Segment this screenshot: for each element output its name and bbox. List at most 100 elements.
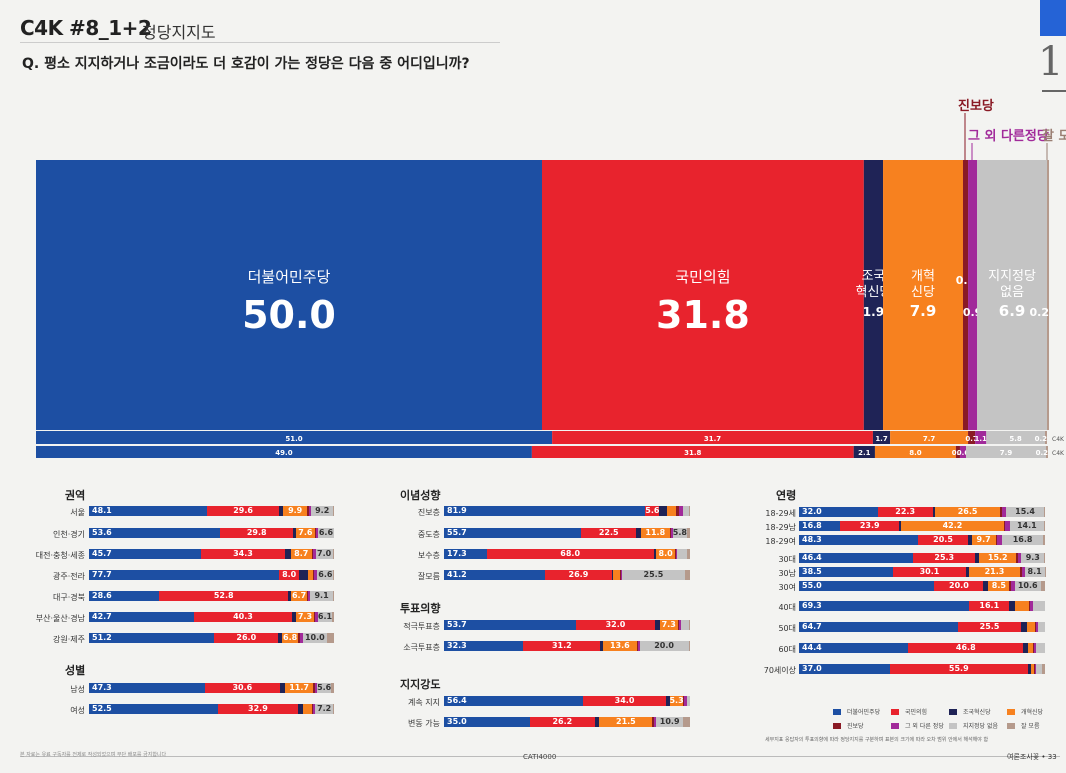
panel-1-seg-1-1: 32.9 bbox=[217, 704, 299, 714]
panel-2-seg-1-6: 5.8 bbox=[672, 528, 687, 538]
panel-2-seg-0-6 bbox=[682, 506, 690, 516]
panel-5-val-3-0: 46.4 bbox=[802, 553, 822, 562]
panel-5-val-0-3: 26.5 bbox=[957, 507, 978, 516]
panel-3-row-label-1: 소극투표층 bbox=[403, 643, 440, 652]
panel-4-seg-0-5 bbox=[684, 696, 687, 706]
panel-2-row-bar-0: 81.9 5.6 bbox=[444, 506, 690, 516]
legend-swatch-7 bbox=[1007, 722, 1015, 729]
panel-0-seg-0-0: 48.1 bbox=[89, 506, 207, 516]
panel-3-row-bar-0: 53.7 32.0 7.3 bbox=[444, 620, 690, 630]
main-series-value-3: 7.9 bbox=[910, 302, 937, 320]
panel-5-seg-3-5 bbox=[1018, 553, 1022, 563]
panel-0-val-1-0: 53.6 bbox=[92, 528, 112, 537]
panel-5-seg-2-0: 48.3 bbox=[799, 535, 918, 545]
panel-0-seg-2-6: 7.0 bbox=[315, 549, 333, 559]
panel-5-seg-3-6: 9.3 bbox=[1021, 553, 1045, 563]
panel-5-val-3-1: 25.3 bbox=[934, 553, 955, 562]
panel-4-seg-0-4 bbox=[683, 696, 685, 706]
panel-0-seg-2-3: 8.7 bbox=[290, 549, 312, 559]
panel-5-seg-5-0: 55.0 bbox=[799, 581, 935, 591]
panel-0-row-bar-3: 77.7 8.0 6.6 bbox=[89, 570, 334, 580]
panel-5-seg-3-4 bbox=[1016, 553, 1019, 563]
panel-0-seg-3-6: 6.6 bbox=[317, 570, 334, 580]
panel-3-val-0-3: 7.3 bbox=[661, 620, 676, 629]
panel-5-val-9-0: 37.0 bbox=[802, 664, 822, 673]
panel-2-val-2-0: 17.3 bbox=[447, 549, 467, 558]
main-bar-seg-r0-s1 bbox=[542, 160, 864, 430]
panel-0-seg-3-4 bbox=[313, 570, 315, 580]
panel-5-seg-1-3: 42.2 bbox=[900, 521, 1005, 531]
panel-2-seg-2-1: 68.0 bbox=[486, 549, 654, 559]
legend-label-7: 잘 모름 bbox=[1021, 723, 1040, 730]
main-bar-seg-r1-s6 bbox=[986, 431, 1045, 444]
panel-2-val-2-1: 68.0 bbox=[560, 549, 581, 558]
panel-5-val-4-3: 21.3 bbox=[984, 567, 1005, 576]
main-series-name-1: 국민의힘 bbox=[675, 268, 730, 286]
panel-2-val-0-1: 5.6 bbox=[645, 506, 660, 515]
panel-0-seg-4-1: 52.8 bbox=[159, 591, 289, 601]
panel-0-seg-5-2 bbox=[292, 612, 297, 622]
panel-0-row-label-5: 부산·울산·경남 bbox=[35, 614, 85, 623]
panel-5-row-label-8: 60대 bbox=[778, 645, 796, 654]
main-bar-seg-r0-s2 bbox=[863, 160, 884, 430]
panel-4-row-label-0: 계속 지지 bbox=[408, 698, 440, 707]
main-bar-seg-r0-s6 bbox=[977, 160, 1047, 430]
panel-0-seg-1-1: 29.8 bbox=[220, 528, 294, 538]
panel-0-seg-5-5 bbox=[315, 612, 318, 622]
panel-4-val-0-3: 5.3 bbox=[669, 696, 684, 705]
panel-2-seg-1-1: 22.5 bbox=[581, 528, 637, 538]
footer-page-label: 여론조사꽃 • 33 bbox=[1007, 753, 1057, 761]
panel-5-row-label-9: 70세이상 bbox=[763, 666, 796, 675]
panel-0-seg-6-1: 26.0 bbox=[214, 633, 279, 643]
panel-1-seg-0-4 bbox=[313, 683, 315, 693]
panel-0-val-3-0: 77.7 bbox=[92, 570, 112, 579]
panel-2-seg-3-7 bbox=[684, 570, 690, 580]
main-series-name-3-line1: 신당 bbox=[911, 285, 935, 300]
panel-4-seg-0-2 bbox=[666, 696, 671, 706]
legend-item-5: 그 외 다른 정당 bbox=[891, 721, 944, 730]
trend-value-r2-s2: 2.1 bbox=[858, 449, 871, 457]
panel-0-row-label-0: 서울 bbox=[70, 508, 85, 517]
panel-5-seg-8-1: 46.8 bbox=[908, 643, 1024, 653]
main-bar-seg-r1-s0 bbox=[36, 431, 553, 444]
panel-5-val-0-0: 32.0 bbox=[802, 507, 822, 516]
panel-0-val-6-3: 6.8 bbox=[283, 633, 298, 642]
trend-value-r1-s5: 1.1 bbox=[974, 435, 987, 443]
panel-0-seg-2-5 bbox=[313, 549, 316, 559]
panel-5-seg-4-1: 30.1 bbox=[892, 567, 967, 577]
panel-2-seg-0-1: 5.6 bbox=[645, 506, 659, 516]
panel-1-seg-0-5 bbox=[314, 683, 318, 693]
panel-4-seg-1-1: 26.2 bbox=[530, 717, 595, 727]
panel-5-seg-1-6: 14.1 bbox=[1009, 521, 1045, 531]
panel-5-seg-6-4 bbox=[1028, 601, 1031, 611]
panel-0-seg-0-2 bbox=[279, 506, 284, 516]
panel-title-2: 이념성향 bbox=[400, 489, 441, 502]
panel-4-val-0-0: 56.4 bbox=[447, 696, 467, 705]
panel-5-row-bar-7: 64.7 25.5 bbox=[799, 622, 1045, 632]
panel-5-seg-7-2 bbox=[1020, 622, 1028, 632]
main-series-name-3-line0: 개혁 bbox=[911, 269, 935, 284]
panel-1-val-1-0: 52.5 bbox=[92, 704, 112, 713]
panel-0-val-1-6: 6.6 bbox=[318, 528, 334, 537]
panel-1-seg-0-6: 5.6 bbox=[317, 683, 331, 693]
panel-4-seg-1-6: 10.9 bbox=[656, 717, 684, 727]
panel-0-seg-0-3: 9.9 bbox=[283, 506, 308, 516]
main-bar-seg-r1-s5 bbox=[975, 431, 987, 444]
panel-5-row-label-5: 30여 bbox=[778, 583, 796, 592]
panel-1-seg-1-7 bbox=[332, 704, 334, 714]
panel-5-row-bar-5: 55.0 20.0 8.5 10.6 bbox=[799, 581, 1045, 591]
panel-2-val-1-3: 11.8 bbox=[645, 528, 666, 537]
panel-0-seg-1-5 bbox=[315, 528, 318, 538]
panel-4-val-1-6: 10.9 bbox=[659, 717, 680, 726]
main-series-name-2-line0: 조국 bbox=[861, 269, 885, 284]
legend-item-4: 진보당 bbox=[833, 721, 864, 730]
panel-3-row-bar-1: 32.3 31.2 13.6 20.0 bbox=[444, 641, 690, 651]
panel-5-seg-8-4 bbox=[1032, 643, 1035, 653]
legend-swatch-4 bbox=[833, 722, 841, 729]
trend-value-r1-s4: 0.7 bbox=[965, 435, 978, 443]
panel-1-seg-0-2 bbox=[279, 683, 285, 693]
panel-4-seg-0-6 bbox=[686, 696, 690, 706]
panel-5-seg-3-0: 46.4 bbox=[799, 553, 914, 563]
panel-2-seg-0-3 bbox=[667, 506, 677, 516]
panel-5-seg-7-6 bbox=[1037, 622, 1045, 632]
